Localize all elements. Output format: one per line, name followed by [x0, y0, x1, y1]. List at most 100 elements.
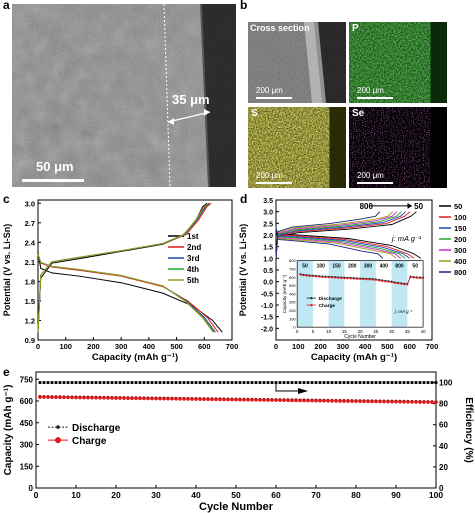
discharge-point [275, 398, 277, 400]
discharge-point [363, 399, 365, 401]
efficiency-point [134, 381, 138, 384]
discharge-point [431, 400, 433, 402]
charge-point [78, 395, 82, 400]
inset-point-Charge [387, 280, 390, 283]
inset-rate-label: 50 [412, 264, 418, 270]
efficiency-point [42, 381, 46, 384]
inset-rate-label: 800 [395, 264, 404, 270]
charge-point [70, 395, 74, 400]
charge-point [62, 395, 66, 400]
discharge-point [359, 399, 361, 401]
inset-point-Charge [400, 283, 402, 285]
inset-y-tick-label: 700 [289, 266, 296, 271]
inset-point-Charge [409, 276, 412, 279]
discharge-point [115, 395, 117, 398]
charge-point [262, 397, 266, 402]
charge-point [222, 397, 226, 402]
efficiency-point [242, 381, 246, 384]
x-axis-label-e: Cycle Number [199, 501, 274, 513]
discharge-point [99, 395, 101, 398]
charge-point [354, 399, 358, 404]
charge-point [126, 396, 130, 400]
charge-point [298, 398, 302, 403]
efficiency-point [146, 381, 150, 384]
x-tick-label-e: 70 [311, 490, 321, 500]
discharge-point [227, 397, 229, 400]
efficiency-point [246, 381, 250, 384]
efficiency-point [374, 381, 378, 384]
charge-point [398, 399, 402, 404]
charge-point [58, 395, 62, 400]
charge-point [130, 396, 134, 401]
x-tick-label-d: 700 [426, 342, 439, 351]
rate-arrow-head [407, 202, 412, 209]
charge-point [50, 395, 54, 399]
charge-point [390, 399, 394, 404]
efficiency-point [430, 381, 434, 384]
inset-point-Charge [378, 279, 380, 282]
discharge-point [219, 397, 221, 400]
charge-point [278, 398, 282, 403]
sem-image-a: 35 μm 50 μm [12, 4, 236, 187]
efficiency-point [194, 381, 198, 384]
inset-point-Charge [343, 277, 346, 280]
discharge-point [127, 396, 129, 398]
efficiency-point [354, 381, 358, 384]
y-tick-label-e: 150 [20, 462, 34, 471]
discharge-point [47, 395, 49, 397]
y2-axis-label-e: Efficiency (%) [463, 397, 474, 463]
discharge-point [51, 395, 53, 397]
efficiency-point [58, 381, 62, 384]
charge-point [158, 396, 162, 401]
efficiency-point [130, 381, 134, 384]
discharge-point [155, 396, 157, 399]
inset-x-tick-label: 30 [389, 329, 395, 334]
efficiency-point [402, 381, 406, 384]
charge-point [430, 400, 434, 405]
efficiency-point [258, 381, 262, 384]
charge-point [282, 398, 286, 403]
charge-point [110, 395, 114, 400]
efficiency-point [314, 381, 318, 384]
discharge-point [247, 397, 249, 400]
charge-point [374, 399, 378, 404]
inset-point-Charge [381, 280, 384, 282]
charge-point [286, 398, 290, 403]
efficiency-point [330, 381, 334, 384]
discharge-point [287, 398, 289, 401]
efficiency-point [278, 381, 282, 384]
discharge-point [391, 399, 393, 402]
inset-point-Charge [349, 277, 352, 280]
inset-y-tick-label: 800 [289, 258, 296, 263]
efficiency-point [426, 381, 430, 384]
efficiency-point [106, 381, 110, 384]
efficiency-point [346, 381, 350, 384]
inset-rate-label: 50 [302, 264, 308, 270]
inset-legend-label-Charge: Charge [319, 303, 336, 309]
charge-point [366, 399, 370, 404]
s-map-texture [248, 107, 346, 188]
discharge-curve-d-800 [275, 227, 384, 259]
inset-line-Discharge [300, 273, 424, 285]
charge-point [226, 397, 230, 402]
eds-se-title: Se [352, 108, 365, 119]
y-tick-label-e: 0 [29, 484, 34, 493]
efficiency-point [322, 381, 326, 384]
efficiency-point [238, 381, 242, 384]
efficiency-point [206, 381, 210, 384]
charge-point [178, 396, 182, 401]
discharge-point [179, 396, 181, 399]
discharge-point [331, 398, 333, 401]
inset-y-tick-label: 500 [289, 283, 296, 288]
efficiency-point [202, 381, 206, 384]
discharge-point [143, 396, 145, 399]
charge-point [46, 395, 50, 399]
charge-curve-d-800 [275, 211, 381, 259]
charge-point [334, 398, 338, 403]
efficiency-point [66, 381, 70, 384]
x-axis-label-d: Capacity (mAh g⁻¹) [311, 352, 397, 362]
se-map-texture [349, 107, 447, 188]
x-axis-label-c: Capacity (mAh g⁻¹) [92, 352, 178, 362]
discharge-point [367, 399, 369, 402]
inset-rate-label: 100 [317, 264, 326, 270]
